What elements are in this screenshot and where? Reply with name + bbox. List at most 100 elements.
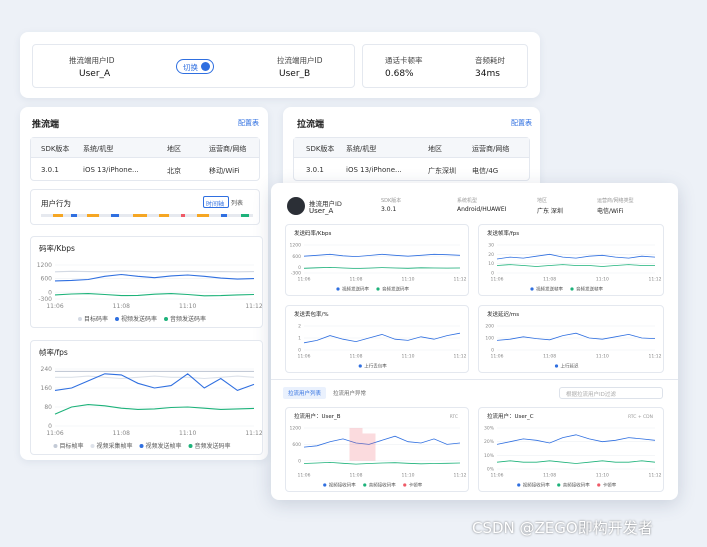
pull-table: SDK版本 系统/机型 地区 运营商/网络 3.0.1 iOS 13/iPhon… bbox=[293, 137, 530, 181]
y-tick-label: 30 bbox=[488, 243, 494, 249]
x-tick-label: 11:10 bbox=[596, 354, 609, 360]
x-tick-label: 11:10 bbox=[179, 303, 196, 310]
legend-marker bbox=[323, 483, 327, 487]
y-tick-label: -300 bbox=[38, 296, 52, 303]
legend-label: 音频发送码率 bbox=[195, 442, 231, 450]
y-tick-label: 20 bbox=[488, 252, 494, 258]
x-tick-label: 11:06 bbox=[491, 354, 504, 360]
y-tick-label: 1200 bbox=[290, 426, 302, 432]
tab-list[interactable]: 列表 bbox=[231, 200, 244, 207]
series-line bbox=[303, 461, 461, 465]
chart: 拉流用户：User_B RTC 1200 600 0 11:06 11:08 11:10 11:… bbox=[290, 412, 467, 489]
field-label: 地区 bbox=[537, 198, 548, 204]
legend-label: 视频接收码率 bbox=[329, 482, 356, 489]
y-tick-label: 10 bbox=[488, 261, 494, 267]
chart-title: 发送延迟/ms bbox=[487, 310, 519, 318]
x-tick-label: 11:12 bbox=[649, 354, 662, 360]
search-box[interactable]: 根据拉流用户ID过滤 bbox=[559, 387, 663, 399]
event bbox=[53, 214, 63, 217]
push-table: SDK版本 系统/机型 地区 运营商/网络 3.0.1 iOS 13/iPhon… bbox=[30, 137, 260, 181]
series-line bbox=[496, 264, 655, 267]
field-value: 3.0.1 bbox=[381, 206, 397, 213]
y-tick-label: 600 bbox=[292, 254, 301, 260]
legend-label: 上行丢包率 bbox=[364, 363, 387, 370]
legend-marker bbox=[90, 444, 95, 448]
legend-label: 音频接收码率 bbox=[563, 482, 590, 489]
legend-marker bbox=[114, 317, 119, 321]
y-tick-label: 0 bbox=[48, 423, 52, 430]
th: 系统/机型 bbox=[346, 145, 377, 153]
detail-user: User_A bbox=[309, 207, 334, 215]
pull-config[interactable]: 配置表 bbox=[511, 119, 532, 127]
y-tick-label: 80 bbox=[44, 404, 52, 411]
th: 地区 bbox=[428, 145, 442, 153]
x-tick-label: 11:10 bbox=[402, 354, 415, 360]
tab-timeline[interactable]: 时间轴 bbox=[203, 196, 229, 208]
switch-button[interactable]: 切换 bbox=[176, 59, 214, 74]
chart-title: 拉流用户：User_C bbox=[487, 412, 534, 420]
legend-label: 音频发送码率 bbox=[170, 315, 206, 323]
event bbox=[71, 214, 77, 217]
event bbox=[87, 214, 99, 217]
pull-panel: 拉流端 配置表 SDK版本 系统/机型 地区 运营商/网络 3.0.1 iOS … bbox=[283, 107, 540, 197]
y-tick-label: -300 bbox=[291, 271, 301, 277]
chart-card: 码率/Kbps 1200 600 0 -300 11:06 11:08 11:10 11:12 目… bbox=[30, 236, 263, 328]
series-line bbox=[54, 404, 255, 415]
legend-marker bbox=[403, 483, 407, 487]
legend-marker bbox=[188, 444, 193, 448]
x-tick-label: 11:12 bbox=[649, 473, 662, 479]
chart: 发送丢包率/% 2 1 011:06 11:08 11:10 11:12 上行丢包率 bbox=[294, 310, 467, 370]
th: 系统/机型 bbox=[83, 145, 114, 153]
stutter-label: 通话卡顿率 bbox=[385, 56, 423, 65]
behavior-timeline bbox=[41, 214, 253, 217]
legend-label: 音频接收码率 bbox=[369, 482, 396, 489]
x-tick-label: 11:10 bbox=[179, 430, 196, 437]
tab-list[interactable]: 拉流用户列表 bbox=[283, 387, 327, 399]
series-line bbox=[496, 434, 656, 445]
series-line bbox=[54, 270, 255, 273]
chart-card: 发送延迟/ms 200 100 0 11:06 11:08 11:10 11:12 上行延迟 bbox=[478, 305, 664, 373]
avatar bbox=[287, 197, 305, 215]
switch-text: 切换 bbox=[183, 63, 198, 72]
event bbox=[221, 214, 227, 217]
y-tick-label: 1200 bbox=[37, 262, 52, 269]
field-label: 系统机型 bbox=[457, 198, 478, 204]
tab-abnormal[interactable]: 拉流用户异常 bbox=[333, 391, 367, 397]
y-tick-label: 1 bbox=[298, 336, 301, 342]
event bbox=[241, 214, 249, 217]
th: SDK版本 bbox=[306, 145, 335, 153]
x-tick-label: 11:12 bbox=[245, 303, 262, 310]
summary-card: 推流端用户ID User_A 切换 拉流端用户ID User_B 通话卡顿率 0… bbox=[20, 32, 540, 98]
legend-label: 目标码率 bbox=[84, 315, 108, 323]
th: 地区 bbox=[167, 145, 181, 153]
y-tick-label: 0 bbox=[491, 271, 494, 277]
series-line bbox=[54, 273, 255, 282]
series-line bbox=[54, 373, 255, 392]
x-tick-label: 11:12 bbox=[454, 277, 467, 283]
chart-title: 发送丢包率/% bbox=[294, 310, 329, 318]
x-tick-label: 11:06 bbox=[46, 430, 63, 437]
y-tick-label: 200 bbox=[485, 324, 494, 330]
td: 移动/WiFi bbox=[209, 167, 240, 175]
behavior-title: 用户行为 bbox=[41, 199, 71, 208]
pull-user-label: 拉流端用户ID bbox=[277, 56, 323, 65]
legend-label: 视频发送帧率 bbox=[146, 442, 182, 450]
series-line bbox=[54, 293, 255, 297]
push-config[interactable]: 配置表 bbox=[238, 119, 259, 127]
field-value: Android/HUAWEI bbox=[457, 206, 507, 213]
th: SDK版本 bbox=[41, 145, 70, 153]
field-value: 电信/WiFi bbox=[597, 208, 624, 215]
behavior-box: 用户行为 时间轴 列表 bbox=[30, 189, 260, 225]
x-tick-label: 11:10 bbox=[596, 473, 609, 479]
pull-title: 拉流端 bbox=[297, 120, 325, 130]
bar bbox=[349, 428, 363, 461]
y-tick-label: 0 bbox=[298, 458, 301, 464]
x-tick-label: 11:10 bbox=[402, 473, 415, 479]
legend-marker bbox=[77, 317, 82, 321]
series-line bbox=[303, 435, 461, 448]
y-tick-label: 0 bbox=[48, 289, 52, 296]
chart: 拉流用户：User_C RTC + CDN 30% 20% 10% 0%11:06 11:0… bbox=[484, 412, 662, 489]
y-tick-label: 600 bbox=[292, 442, 301, 448]
detail-user-label: 推流用户ID bbox=[309, 200, 342, 208]
field-label: SDK版本 bbox=[381, 198, 402, 204]
